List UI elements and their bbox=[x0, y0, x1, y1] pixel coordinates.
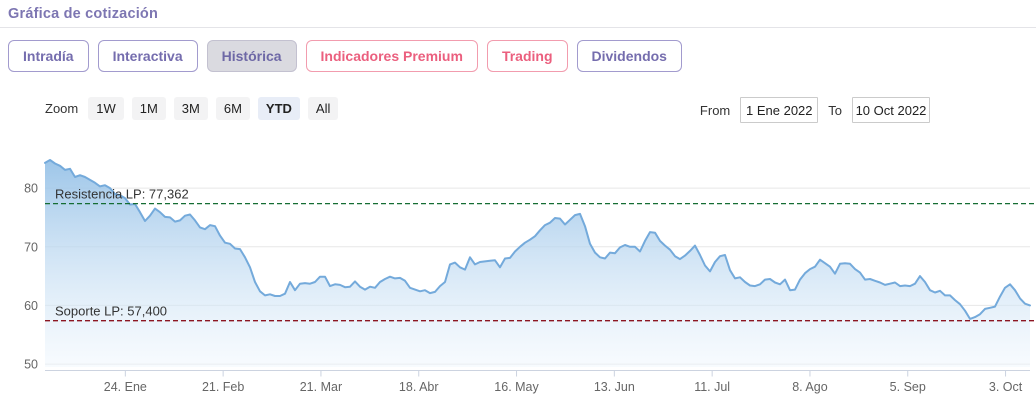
date-range-group: From To bbox=[700, 97, 930, 123]
zoom-label: Zoom bbox=[45, 101, 79, 116]
zoom-button-ytd[interactable]: YTD bbox=[257, 97, 300, 120]
x-axis-label: 11. Jul bbox=[694, 380, 730, 394]
x-axis-label: 5. Sep bbox=[890, 380, 926, 394]
tabs-row: Intradía Interactiva Histórica Indicadores … bbox=[8, 40, 682, 72]
chart-area: 50 60 70 80 24. Ene 21. Feb 21. Mar 18. Abr 16. … bbox=[0, 140, 1036, 406]
zoom-button-1w[interactable]: 1W bbox=[88, 97, 124, 120]
zoom-button-1m[interactable]: 1M bbox=[131, 97, 166, 120]
x-axis-label: 18. Abr bbox=[399, 380, 439, 394]
tab-trading[interactable]: Trading bbox=[486, 40, 568, 72]
page-title: Gráfica de cotización bbox=[8, 6, 159, 22]
tab-intradia[interactable]: Intradía bbox=[8, 40, 89, 72]
zoom-button-6m[interactable]: 6M bbox=[215, 97, 250, 120]
area-series-fill bbox=[45, 160, 1030, 367]
from-label: From bbox=[699, 102, 731, 118]
x-axis-label: 8. Ago bbox=[792, 380, 827, 394]
price-line-series bbox=[44, 159, 1031, 320]
chart-toolbar: Zoom 1W 1M 3M 6M YTD All From To bbox=[0, 97, 1036, 123]
x-axis-label: 24. Ene bbox=[104, 380, 147, 394]
zoom-button-all[interactable]: All bbox=[307, 97, 339, 120]
x-axis-label: 21. Mar bbox=[300, 380, 342, 394]
support-label: Soporte LP: 57,400 bbox=[55, 304, 167, 319]
x-axis-label: 3. Oct bbox=[989, 380, 1023, 394]
tab-interactiva[interactable]: Interactiva bbox=[97, 40, 198, 72]
x-axis-label: 16. May bbox=[494, 380, 539, 394]
y-axis-label: 50 bbox=[24, 358, 38, 372]
resistance-label: Resistencia LP: 77,362 bbox=[55, 187, 189, 202]
to-date-input[interactable] bbox=[852, 97, 930, 123]
tab-historica[interactable]: Histórica bbox=[206, 40, 297, 72]
price-chart: 50 60 70 80 24. Ene 21. Feb 21. Mar 18. Abr 16. … bbox=[24, 159, 1036, 394]
y-axis-label: 80 bbox=[24, 182, 38, 196]
zoom-button-3m[interactable]: 3M bbox=[173, 97, 208, 120]
from-date-input[interactable] bbox=[740, 97, 819, 123]
tab-dividendos[interactable]: Dividendos bbox=[576, 40, 682, 72]
x-axis-label: 21. Feb bbox=[202, 380, 244, 394]
y-axis-label: 60 bbox=[24, 299, 38, 313]
to-label: To bbox=[828, 102, 842, 118]
y-axis-label: 70 bbox=[24, 240, 38, 254]
x-axis-label: 13. Jun bbox=[594, 380, 635, 394]
tab-indicadores-premium[interactable]: Indicadores Premium bbox=[305, 40, 478, 72]
zoom-group: Zoom 1W 1M 3M 6M YTD All bbox=[45, 97, 339, 120]
header-divider bbox=[0, 27, 1036, 28]
